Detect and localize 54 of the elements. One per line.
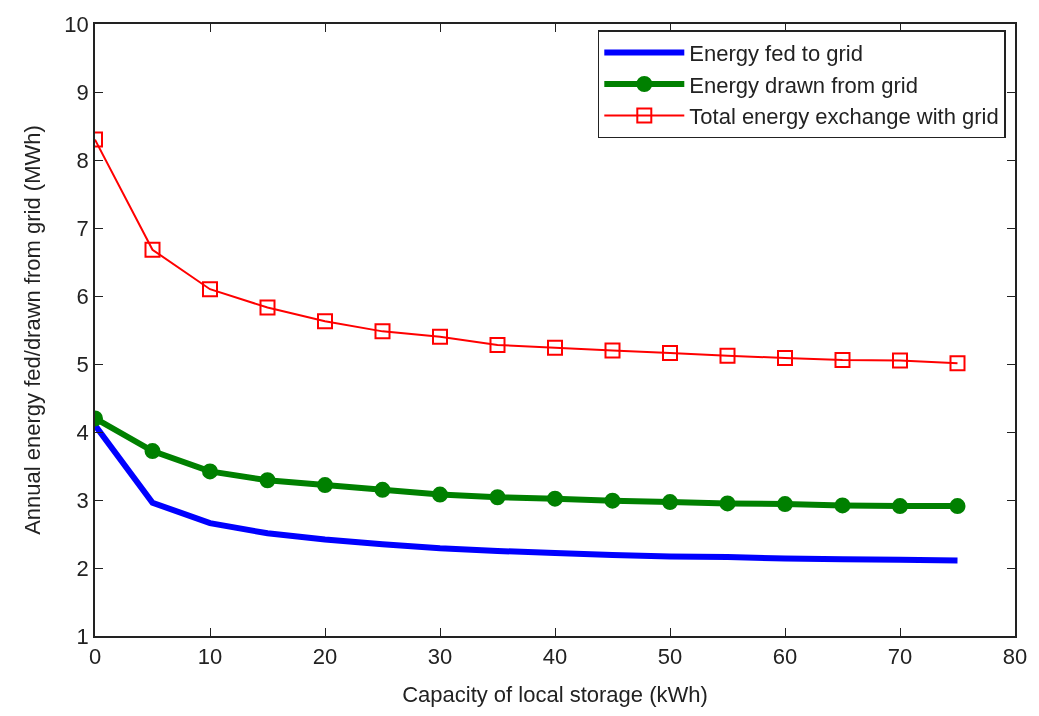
x-tick-label: 10 [197,644,223,670]
point [547,339,563,356]
point [662,494,678,511]
y-tick-label: 3 [76,487,89,513]
point [834,351,851,368]
y-tick-label: 9 [76,79,89,105]
point [834,497,851,514]
point [144,241,161,258]
point [202,281,218,298]
x-axis-title: Capacity of local storage (kWh) [402,681,708,707]
legend-label: Energy fed to grid [689,41,863,66]
point [662,345,678,362]
point [892,352,908,369]
y-tick-label: 4 [76,419,89,445]
point [374,481,391,498]
x-tick-label: 0 [88,644,102,670]
point [719,347,736,364]
x-tick-label: 70 [887,644,913,670]
point [259,472,276,489]
point [432,328,448,345]
point [432,486,448,503]
legend-label: Energy drawn from grid [689,72,918,98]
x-tick-label: 40 [542,644,568,670]
y-tick-label: 1 [76,623,89,649]
point [202,463,218,480]
point [489,489,506,506]
y-tick-label: 6 [76,283,89,309]
x-tick-label: 20 [312,644,338,670]
point [604,492,621,509]
point [949,498,966,515]
point [949,355,966,372]
point [489,336,506,353]
y-axis-title: Annual energy fed/drawn from grid (MWh) [19,125,45,535]
y-tick-label: 5 [76,351,89,377]
y-tick-label: 7 [76,215,89,241]
point [719,495,736,512]
point [777,349,793,366]
point [259,299,276,316]
x-tick-label: 60 [772,644,798,670]
point [317,477,333,494]
legend-label: Total energy exchange with grid [689,104,999,130]
y-tick-label: 8 [76,147,89,173]
point [604,342,621,359]
point [144,443,161,460]
point [374,323,391,340]
x-tick-label: 80 [1002,644,1028,670]
point [777,496,793,513]
y-tick-label: 2 [76,555,89,581]
point [317,313,333,330]
y-tick-label: 10 [64,11,89,37]
x-tick-label: 50 [657,644,683,670]
point [892,498,908,515]
x-tick-label: 30 [427,644,453,670]
point [547,490,563,507]
